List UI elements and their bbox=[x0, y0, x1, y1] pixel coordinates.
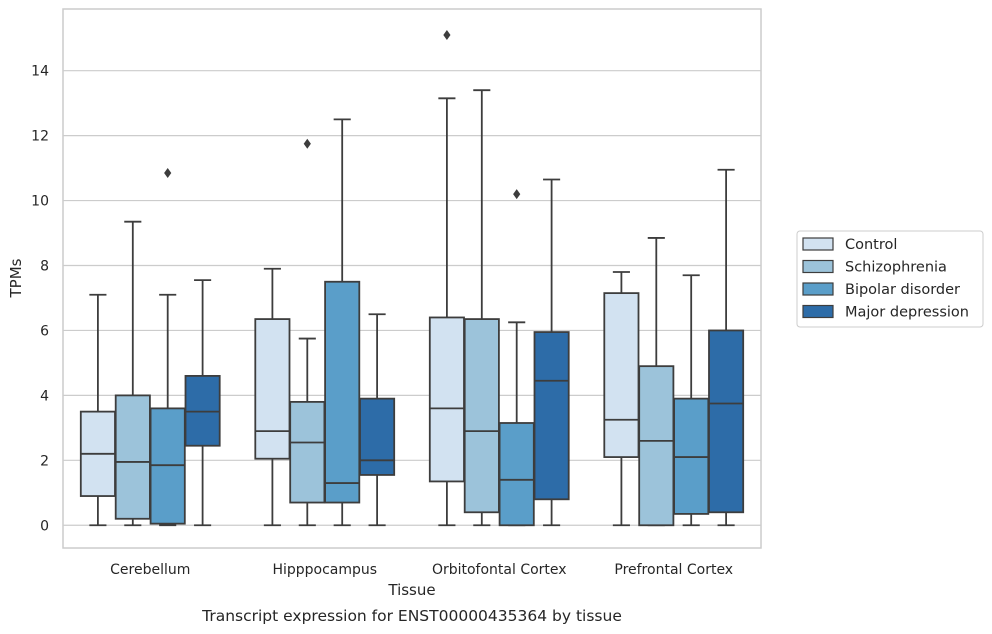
box-group bbox=[184, 279, 221, 527]
box-group bbox=[638, 237, 675, 527]
box-group bbox=[324, 118, 361, 527]
y-tick-label: 10 bbox=[31, 194, 49, 210]
outlier-marker bbox=[303, 138, 311, 149]
box-group bbox=[359, 313, 396, 527]
box-group bbox=[708, 168, 745, 527]
legend-label: Control bbox=[845, 237, 897, 253]
box-group bbox=[149, 167, 186, 527]
box bbox=[289, 400, 326, 504]
box bbox=[359, 397, 396, 476]
box bbox=[428, 316, 465, 483]
y-tick-label: 0 bbox=[40, 518, 49, 534]
box-group bbox=[289, 138, 326, 527]
legend-swatch bbox=[802, 259, 834, 274]
legend: Control Schizophrenia Bipolar disorder Majo… bbox=[796, 230, 984, 328]
box-group bbox=[533, 178, 570, 527]
boxes bbox=[79, 29, 745, 527]
box bbox=[638, 365, 675, 527]
box-group bbox=[114, 220, 151, 527]
x-axis-ticks: Cerebellum Hipppocampus Orbitofontal Corte… bbox=[110, 562, 733, 578]
x-tick-label: Cerebellum bbox=[110, 562, 190, 578]
box bbox=[533, 331, 570, 501]
box-group bbox=[603, 271, 640, 527]
box-group bbox=[428, 29, 465, 527]
y-tick-label: 4 bbox=[40, 388, 49, 404]
box bbox=[498, 422, 535, 527]
box bbox=[324, 280, 361, 504]
chart-caption: Transcript expression for ENST0000043536… bbox=[201, 607, 622, 625]
y-tick-label: 12 bbox=[31, 129, 49, 145]
box bbox=[603, 292, 640, 458]
box-group bbox=[254, 267, 291, 527]
outlier-marker bbox=[443, 29, 451, 40]
plot-area-frame bbox=[62, 8, 762, 549]
y-axis-title: TPMs bbox=[7, 258, 25, 298]
box-group bbox=[498, 189, 535, 527]
box bbox=[254, 318, 291, 460]
legend-items: Control Schizophrenia Bipolar disorder Majo… bbox=[802, 237, 969, 321]
y-tick-label: 14 bbox=[31, 64, 49, 80]
box bbox=[114, 394, 151, 520]
x-tick-label: Prefrontal Cortex bbox=[614, 562, 733, 578]
legend-label: Bipolar disorder bbox=[845, 282, 960, 298]
box bbox=[463, 318, 500, 514]
legend-swatch bbox=[802, 304, 834, 319]
x-tick-label: Hipppocampus bbox=[272, 562, 377, 578]
legend-label: Schizophrenia bbox=[845, 260, 947, 276]
outlier-marker bbox=[513, 189, 521, 200]
x-tick-label: Orbitofontal Cortex bbox=[432, 562, 567, 578]
y-tick-label: 2 bbox=[40, 453, 49, 469]
box bbox=[708, 329, 745, 514]
box-group bbox=[463, 89, 500, 527]
legend-frame bbox=[796, 230, 984, 328]
box-group bbox=[79, 293, 116, 527]
legend-swatch bbox=[802, 237, 834, 251]
legend-swatch bbox=[802, 282, 834, 296]
legend-label: Major depression bbox=[845, 305, 969, 321]
y-axis-ticks: 0 2 4 6 8 10 12 14 bbox=[31, 64, 49, 535]
outlier-marker bbox=[164, 167, 172, 178]
x-axis-title: Tissue bbox=[387, 581, 435, 599]
y-tick-label: 6 bbox=[40, 323, 49, 339]
y-tick-label: 8 bbox=[40, 259, 49, 275]
box-group bbox=[673, 274, 710, 527]
